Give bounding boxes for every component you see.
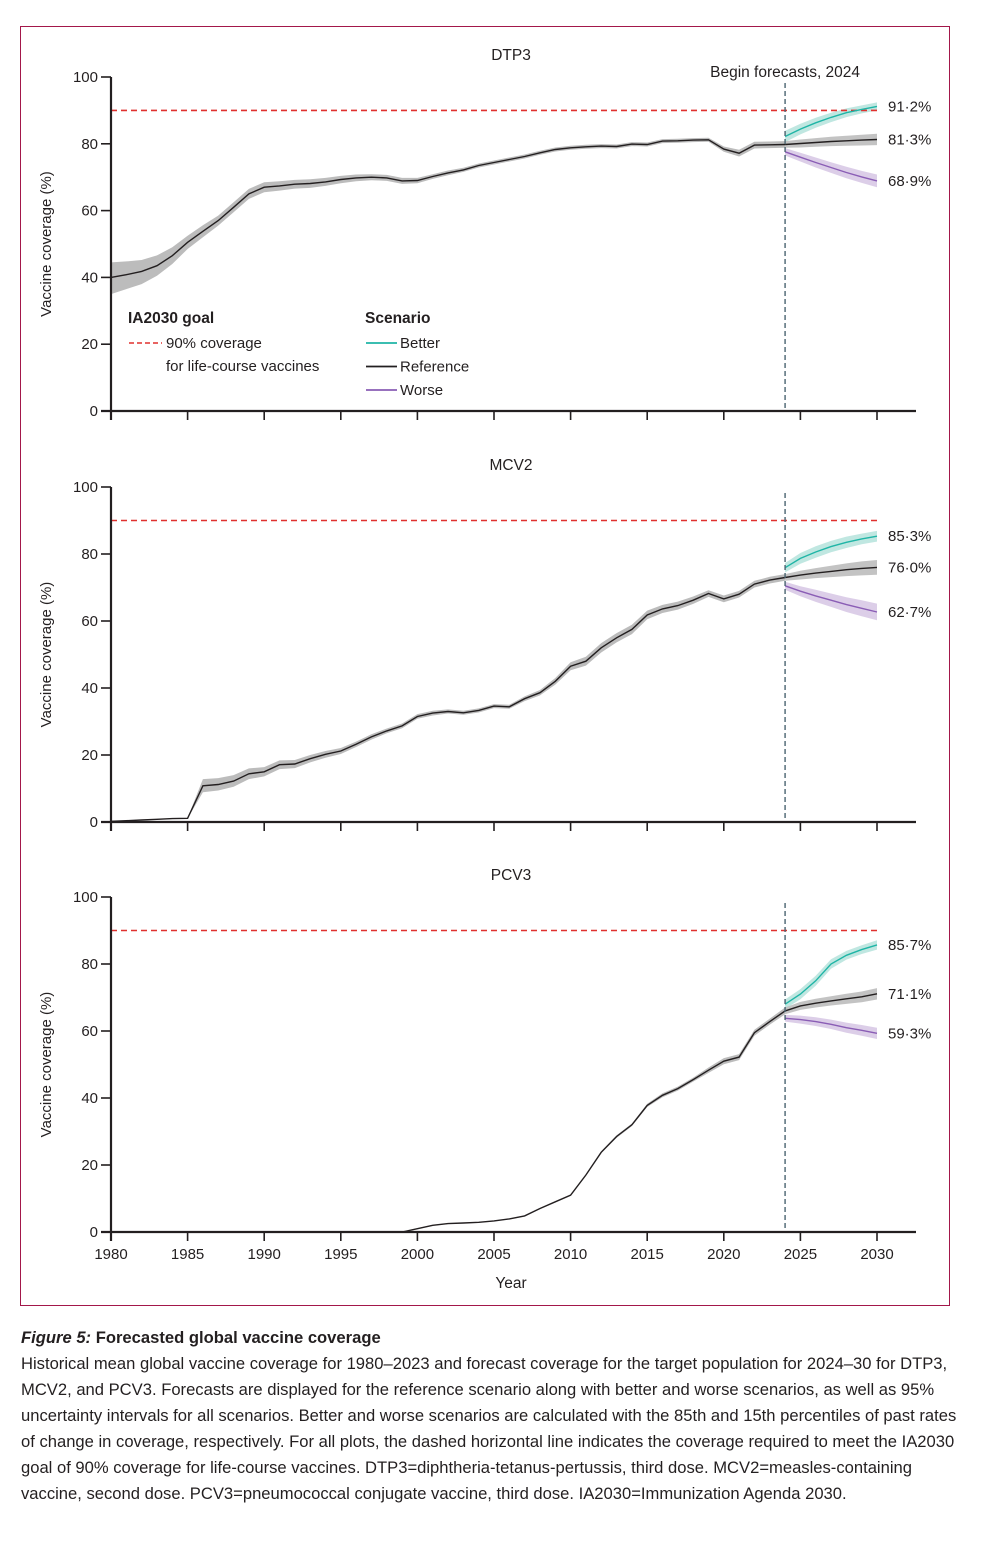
y-tick-label: 0 bbox=[90, 814, 98, 831]
y-tick-label: 40 bbox=[81, 680, 98, 697]
y-tick-label: 100 bbox=[73, 479, 98, 496]
end-label-better: 91·2% bbox=[888, 98, 931, 115]
historical-uncertainty-band bbox=[111, 137, 786, 295]
y-axis-label: Vaccine coverage (%) bbox=[38, 171, 55, 317]
x-tick-label: 2010 bbox=[554, 1246, 587, 1263]
forecast-band-better bbox=[785, 102, 877, 143]
end-label-better: 85·7% bbox=[888, 937, 931, 954]
caption-body: Historical mean global vaccine coverage … bbox=[21, 1354, 957, 1503]
legend: IA2030 goal 90% coverage for life-course v… bbox=[128, 310, 469, 399]
forecast-line-reference bbox=[784, 566, 878, 579]
x-tick-label: 2015 bbox=[631, 1246, 664, 1263]
x-tick-label: 2000 bbox=[401, 1246, 434, 1263]
caption-title-text: Forecasted global vaccine coverage bbox=[95, 1328, 381, 1347]
x-tick-label: 2030 bbox=[860, 1246, 893, 1263]
y-tick-label: 20 bbox=[81, 1157, 98, 1174]
y-tick-label: 80 bbox=[81, 136, 98, 153]
forecast-band-better bbox=[785, 940, 877, 1009]
x-tick-label: 2005 bbox=[477, 1246, 510, 1263]
end-label-reference: 71·1% bbox=[888, 986, 931, 1003]
y-tick-label: 80 bbox=[81, 956, 98, 973]
y-tick-label: 100 bbox=[73, 889, 98, 906]
end-label-worse: 62·7% bbox=[888, 604, 931, 621]
legend-goal-label: 90% coverage bbox=[166, 335, 262, 352]
y-tick-label: 0 bbox=[90, 1224, 98, 1241]
panel-title: DTP3 bbox=[491, 47, 531, 64]
figure-caption: Figure 5: Forecasted global vaccine cove… bbox=[21, 1325, 971, 1507]
historical-uncertainty-band bbox=[111, 574, 786, 822]
forecast-line-better bbox=[784, 105, 878, 138]
y-axis-label: Vaccine coverage (%) bbox=[38, 582, 55, 728]
panel-dtp3: DTP3 Vaccine coverage (%) Begin forecasts,… bbox=[38, 47, 931, 420]
y-tick-label: 80 bbox=[81, 546, 98, 563]
y-axis-label: Vaccine coverage (%) bbox=[38, 992, 55, 1138]
forecast-annotation: Begin forecasts, 2024 bbox=[710, 64, 860, 81]
forecast-line-better bbox=[784, 535, 878, 569]
legend-goal-title: IA2030 goal bbox=[128, 310, 214, 327]
forecast-line-reference bbox=[784, 993, 878, 1012]
panel-title: PCV3 bbox=[491, 867, 532, 884]
forecast-line-better bbox=[784, 944, 878, 1005]
y-tick-label: 0 bbox=[90, 403, 98, 420]
end-label-worse: 68·9% bbox=[888, 173, 931, 190]
forecast-band-worse bbox=[785, 1014, 877, 1039]
y-tick-label: 60 bbox=[81, 613, 98, 630]
historical-uncertainty-band bbox=[402, 1007, 786, 1232]
x-tick-label: 2025 bbox=[784, 1246, 817, 1263]
panel-title: MCV2 bbox=[489, 457, 532, 474]
historical-line bbox=[110, 139, 786, 279]
forecast-line-worse bbox=[785, 1017, 878, 1034]
x-tick-label: 1980 bbox=[94, 1246, 127, 1263]
end-label-reference: 76·0% bbox=[888, 559, 931, 576]
y-tick-label: 20 bbox=[81, 747, 98, 764]
legend-goal-label-2: for life-course vaccines bbox=[166, 358, 319, 375]
historical-line bbox=[401, 1010, 786, 1233]
caption-figure-label: Figure 5: bbox=[21, 1328, 92, 1347]
y-tick-label: 60 bbox=[81, 203, 98, 220]
end-label-reference: 81·3% bbox=[888, 131, 931, 148]
y-tick-label: 40 bbox=[81, 269, 98, 286]
caption-title: Figure 5: Forecasted global vaccine cove… bbox=[21, 1328, 381, 1347]
figure-chart: DTP3 Vaccine coverage (%) Begin forecasts,… bbox=[38, 47, 931, 1292]
figure-frame bbox=[20, 26, 950, 1306]
forecast-line-worse bbox=[784, 585, 878, 613]
panel-mcv2: MCV2 Vaccine coverage (%) 85·3% 76·0% 62·7% 0… bbox=[38, 457, 931, 831]
panel-pcv3: PCV3 Vaccine coverage (%) 85·7% 71·1% 59·3% 0… bbox=[38, 867, 931, 1292]
x-tick-label: 1995 bbox=[324, 1246, 357, 1263]
end-label-better: 85·3% bbox=[888, 528, 931, 545]
x-tick-label: 1990 bbox=[248, 1246, 281, 1263]
y-tick-label: 20 bbox=[81, 336, 98, 353]
legend-label-worse: Worse bbox=[400, 382, 443, 399]
forecast-band-reference bbox=[785, 560, 877, 581]
y-tick-label: 100 bbox=[73, 69, 98, 86]
legend-label-reference: Reference bbox=[400, 359, 469, 376]
x-tick-label: 2020 bbox=[707, 1246, 740, 1263]
forecast-line-reference bbox=[785, 138, 878, 146]
legend-label-better: Better bbox=[400, 335, 440, 352]
x-axis-label: Year bbox=[495, 1275, 526, 1292]
y-tick-label: 40 bbox=[81, 1090, 98, 1107]
end-label-worse: 59·3% bbox=[888, 1025, 931, 1042]
forecast-band-worse bbox=[785, 581, 877, 621]
forecast-line-worse bbox=[784, 151, 878, 182]
legend-scenario-title: Scenario bbox=[365, 310, 430, 327]
y-tick-label: 60 bbox=[81, 1023, 98, 1040]
x-tick-label: 1985 bbox=[171, 1246, 204, 1263]
historical-line bbox=[110, 576, 786, 822]
